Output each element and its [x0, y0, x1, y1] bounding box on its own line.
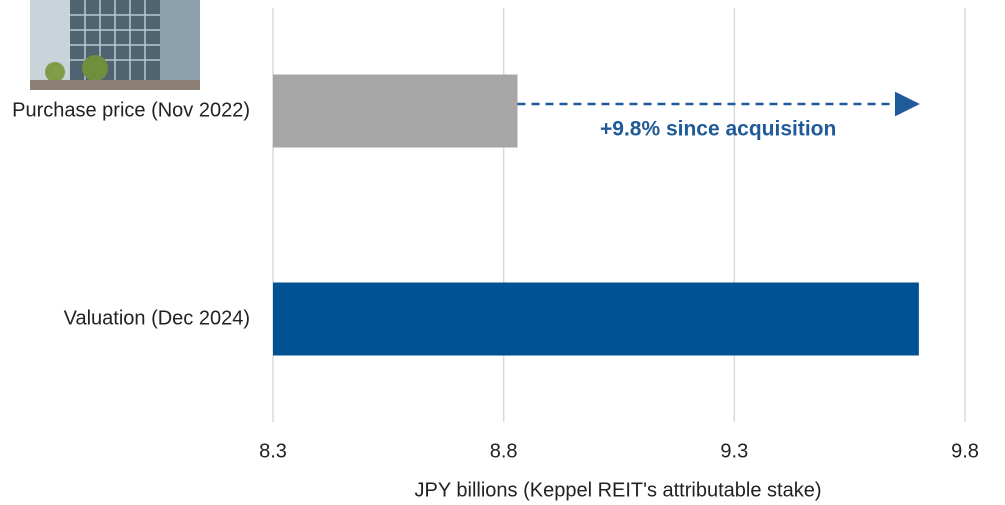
annotation: +9.8% since acquisition: [600, 118, 836, 141]
y-tick-label: Valuation (Dec 2024): [64, 307, 250, 329]
bar: [273, 283, 919, 356]
x-tick-label: 9.3: [720, 440, 748, 462]
y-tick-label: Purchase price (Nov 2022): [12, 99, 250, 121]
x-axis-label: JPY billions (Keppel REIT's attributable…: [415, 479, 822, 501]
x-tick-label: 9.8: [951, 440, 979, 462]
x-tick-label: 8.8: [490, 440, 518, 462]
x-tick-label: 8.3: [259, 440, 287, 462]
bar: [273, 75, 518, 148]
building-photo: [30, 0, 200, 90]
chart: JPY billions (Keppel REIT's attributable…: [0, 0, 1005, 505]
